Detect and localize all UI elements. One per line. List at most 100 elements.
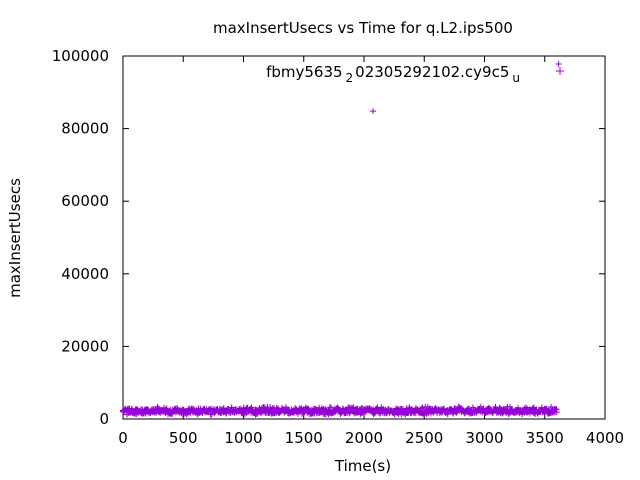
x-tick-label: 2000 [345, 429, 383, 447]
data-point [542, 405, 549, 412]
y-tick-label: 100000 [52, 47, 109, 65]
data-point [369, 409, 376, 416]
data-point [318, 405, 325, 412]
data-point [411, 407, 418, 414]
data-point [416, 408, 423, 415]
data-point [455, 403, 462, 410]
data-point [341, 407, 348, 414]
data-point [297, 406, 304, 413]
data-point [171, 406, 178, 413]
data-point [312, 405, 319, 412]
data-point [454, 407, 461, 414]
data-point [495, 409, 502, 416]
data-point [401, 410, 408, 417]
data-point [241, 411, 248, 418]
data-point [328, 404, 335, 411]
data-point [423, 410, 430, 417]
data-point [496, 404, 503, 411]
data-point [444, 411, 451, 418]
data-point [381, 410, 388, 417]
y-tick-label: 80000 [61, 120, 109, 138]
data-point [126, 408, 133, 415]
data-point [125, 405, 132, 412]
data-point [393, 405, 400, 412]
x-tick-label: 1000 [224, 429, 262, 447]
plot-frame [122, 55, 606, 420]
data-point [511, 408, 518, 415]
legend-subscript: 2 [346, 71, 354, 85]
data-point [344, 409, 351, 416]
data-point [320, 410, 327, 417]
data-point [330, 409, 337, 416]
x-tick-label: 4000 [586, 429, 624, 447]
data-point [361, 406, 368, 413]
data-point [371, 410, 378, 417]
data-point [548, 404, 555, 411]
data-point [378, 404, 385, 411]
data-point [537, 408, 544, 415]
data-point [226, 409, 233, 416]
x-tick-label: 3500 [526, 429, 564, 447]
data-point [263, 406, 270, 413]
data-point [469, 404, 476, 411]
data-point [367, 406, 374, 413]
data-point [513, 409, 520, 416]
data-point [497, 405, 504, 412]
data-point [236, 407, 243, 414]
y-tick-label: 0 [99, 410, 109, 428]
data-point [122, 406, 129, 413]
data-point [220, 405, 227, 412]
data-point [553, 406, 560, 413]
legend-subscript: u [512, 71, 520, 85]
data-point [332, 408, 339, 415]
data-point [410, 408, 417, 415]
data-point [267, 404, 274, 411]
data-point [208, 411, 215, 418]
data-point [370, 411, 377, 418]
data-point [219, 408, 226, 415]
x-tick-label: 3000 [465, 429, 503, 447]
outlier-points [370, 60, 562, 115]
data-point [338, 408, 345, 415]
data-point [501, 408, 508, 415]
data-point [472, 407, 479, 414]
data-point [195, 405, 202, 412]
data-point [249, 407, 256, 414]
data-point [353, 409, 360, 416]
data-point [430, 407, 437, 414]
data-point [230, 407, 237, 414]
data-point [265, 409, 272, 416]
data-point [166, 410, 173, 417]
data-point [223, 410, 230, 417]
data-point [419, 404, 426, 411]
data-band [120, 403, 560, 418]
data-point [333, 405, 340, 412]
x-axis: 0 500 1000 1500 2000 2500 3000 3500 4000 [118, 56, 624, 447]
data-point [296, 405, 303, 412]
data-point [436, 410, 443, 417]
y-tick-label: 40000 [61, 265, 109, 283]
data-point [505, 411, 512, 418]
data-point [309, 410, 316, 417]
data-point [529, 405, 536, 412]
data-point [458, 405, 465, 412]
data-point [394, 406, 401, 413]
data-point [196, 409, 203, 416]
data-point [141, 407, 148, 414]
data-point [325, 411, 332, 418]
x-tick-label: 500 [169, 429, 198, 447]
data-point [183, 411, 190, 418]
data-point [268, 410, 275, 417]
data-point [440, 405, 447, 412]
y-tick-label: 60000 [61, 192, 109, 210]
data-point [507, 403, 514, 410]
legend-part: fbmy5635 [266, 63, 342, 81]
data-point [178, 407, 185, 414]
data-point [239, 410, 246, 417]
legend-plus-mark [556, 67, 564, 75]
data-point [253, 411, 260, 418]
data-point [480, 405, 487, 412]
data-point [163, 405, 170, 412]
outlier-point [555, 60, 562, 67]
data-point [123, 411, 130, 418]
